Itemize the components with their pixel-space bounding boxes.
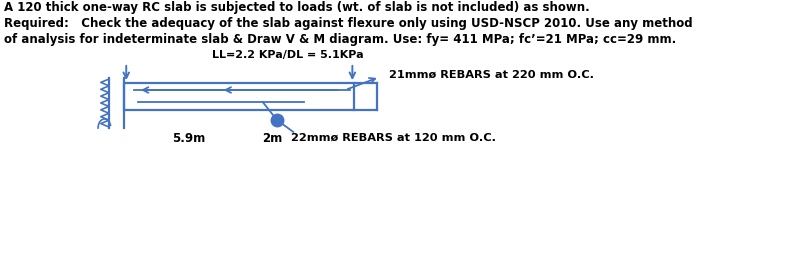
Text: A 120 thick one-way RC slab is subjected to loads (wt. of slab is not included) : A 120 thick one-way RC slab is subjected…	[4, 1, 590, 14]
Text: 5.9m: 5.9m	[172, 132, 205, 144]
Text: of analysis for indeterminate slab & Draw V & M diagram. Use: fy= 411 MPa; fc’=2: of analysis for indeterminate slab & Dra…	[4, 33, 676, 46]
Text: 2m: 2m	[263, 132, 282, 144]
Text: 22mmø REBARS at 120 mm O.C.: 22mmø REBARS at 120 mm O.C.	[290, 133, 496, 143]
Text: Required:   Check the adequacy of the slab against flexure only using USD-NSCP 2: Required: Check the adequacy of the slab…	[4, 17, 692, 30]
Text: 21mmø REBARS at 220 mm O.C.: 21mmø REBARS at 220 mm O.C.	[389, 70, 594, 80]
Text: LL=2.2 KPa/DL = 5.1KPa: LL=2.2 KPa/DL = 5.1KPa	[211, 50, 363, 60]
